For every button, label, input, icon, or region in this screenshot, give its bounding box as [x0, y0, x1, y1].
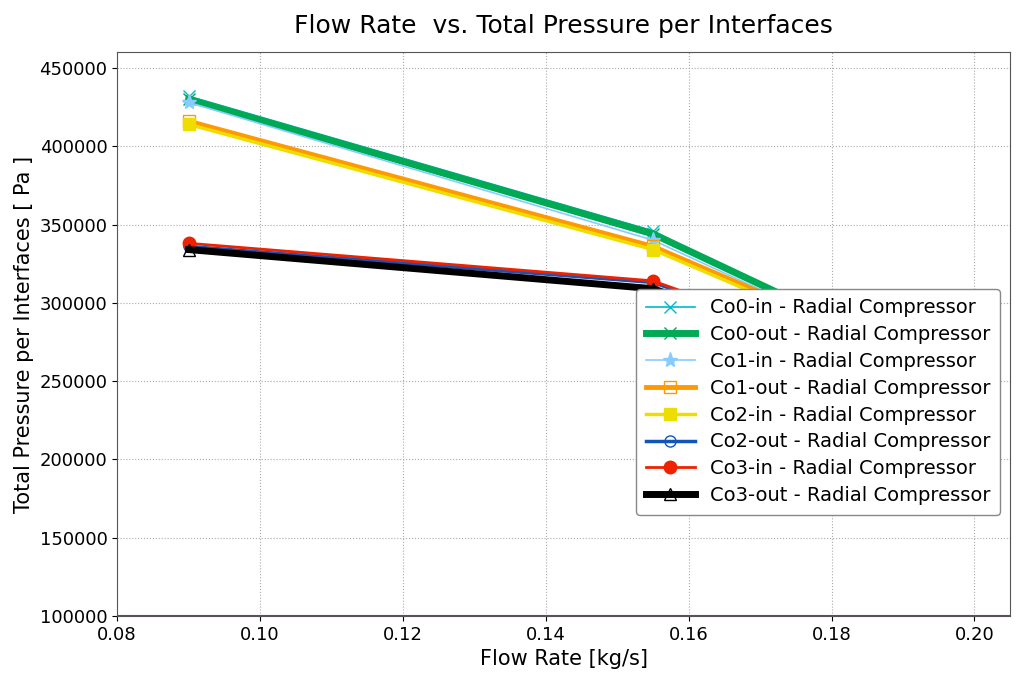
Co0-out - Radial Compressor [647, 229, 659, 238]
Y-axis label: Total Pressure per Interfaces [ Pa ]: Total Pressure per Interfaces [ Pa ] [14, 156, 34, 513]
Co0-in - Radial Compressor [182, 92, 195, 100]
Co0-in - Radial Compressor [647, 227, 659, 235]
Co2-in - Radial Compressor [933, 367, 945, 376]
Co2-out - Radial Compressor [182, 242, 195, 251]
Co1-in - Radial Compressor [647, 236, 659, 245]
Line: Co2-in - Radial Compressor: Co2-in - Radial Compressor [182, 118, 945, 378]
Co2-in - Radial Compressor [182, 120, 195, 128]
Co0-out - Radial Compressor [182, 95, 195, 103]
Line: Co2-out - Radial Compressor: Co2-out - Radial Compressor [183, 241, 944, 388]
Co3-in - Radial Compressor [182, 239, 195, 247]
Line: Co3-out - Radial Compressor: Co3-out - Radial Compressor [182, 243, 945, 393]
Title: Flow Rate  vs. Total Pressure per Interfaces: Flow Rate vs. Total Pressure per Interfa… [294, 14, 834, 38]
Line: Co1-in - Radial Compressor: Co1-in - Radial Compressor [181, 95, 946, 379]
Line: Co3-in - Radial Compressor: Co3-in - Radial Compressor [182, 237, 945, 389]
Line: Co0-out - Radial Compressor: Co0-out - Radial Compressor [182, 93, 945, 375]
Co1-out - Radial Compressor [933, 365, 945, 373]
Co2-out - Radial Compressor [647, 279, 659, 287]
X-axis label: Flow Rate [kg/s]: Flow Rate [kg/s] [479, 649, 647, 669]
Co3-out - Radial Compressor [182, 245, 195, 253]
Co1-out - Radial Compressor [182, 117, 195, 125]
Co1-in - Radial Compressor [182, 98, 195, 107]
Co3-in - Radial Compressor [647, 277, 659, 285]
Co2-in - Radial Compressor [647, 245, 659, 253]
Co3-out - Radial Compressor [647, 285, 659, 293]
Co2-out - Radial Compressor [933, 378, 945, 387]
Co1-in - Radial Compressor [933, 367, 945, 376]
Co0-in - Radial Compressor [933, 374, 945, 382]
Co3-out - Radial Compressor [933, 383, 945, 391]
Legend: Co0-in - Radial Compressor, Co0-out - Radial Compressor, Co1-in - Radial Compres: Co0-in - Radial Compressor, Co0-out - Ra… [636, 289, 1000, 515]
Line: Co1-out - Radial Compressor: Co1-out - Radial Compressor [182, 115, 945, 375]
Co3-in - Radial Compressor [933, 378, 945, 387]
Co1-out - Radial Compressor [647, 242, 659, 251]
Co0-out - Radial Compressor [933, 365, 945, 373]
Line: Co0-in - Radial Compressor: Co0-in - Radial Compressor [182, 90, 945, 384]
